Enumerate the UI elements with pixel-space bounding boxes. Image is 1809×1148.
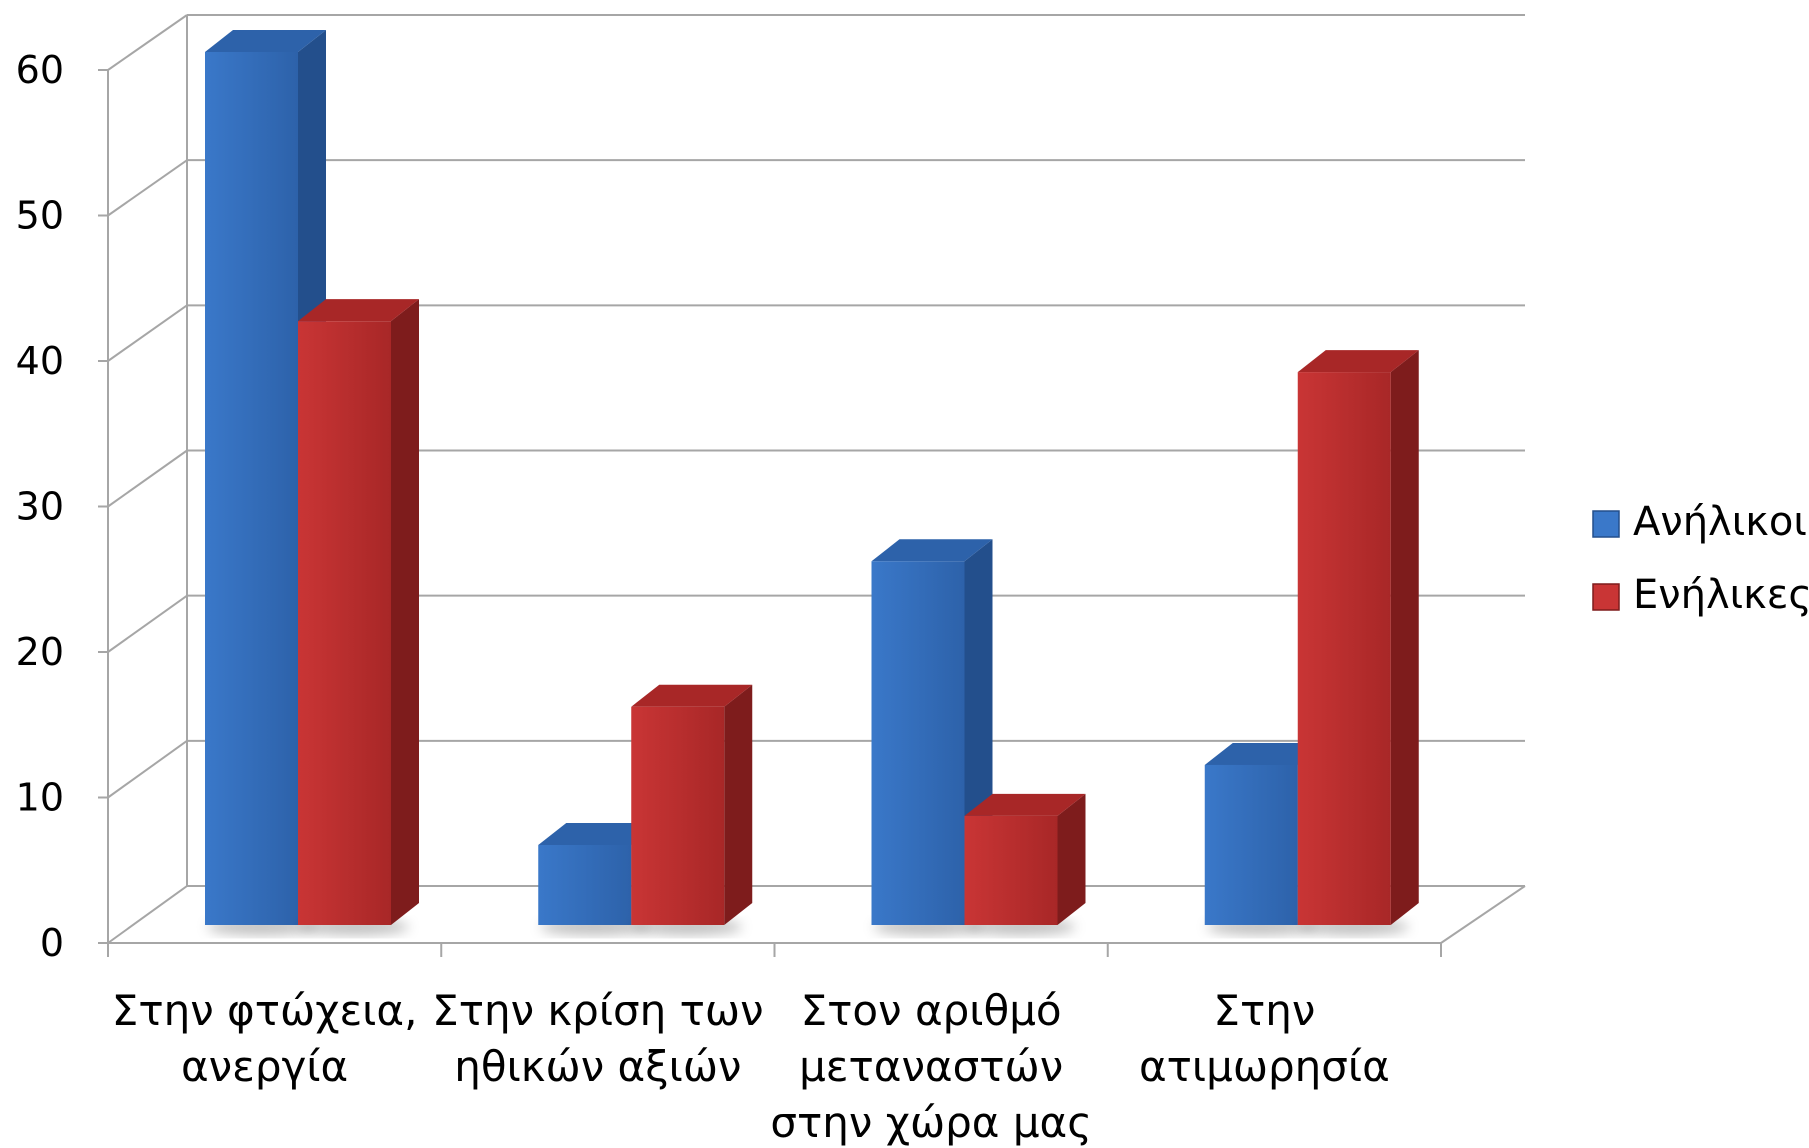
x-category-label: Στην φτώχεια, ανεργία (112, 986, 418, 1091)
floor-edge (1440, 885, 1526, 944)
legend: Ανήλικοι Ενήλικες (1592, 499, 1809, 618)
bar (1297, 350, 1419, 935)
bars (205, 30, 1419, 935)
bar (964, 793, 1086, 935)
legend-label: Ενήλικες (1633, 572, 1809, 618)
bar (631, 684, 753, 935)
y-tick-label: 10 (16, 776, 64, 820)
y-tick-label: 50 (16, 194, 64, 238)
y-tick-label: 40 (16, 339, 64, 383)
x-category-label: Στην κρίση των ηθικών αξιών (432, 986, 763, 1091)
y-tick-label: 0 (40, 921, 64, 965)
bar (298, 299, 419, 935)
y-tick-label: 20 (16, 630, 64, 674)
y-tick-label: 60 (16, 48, 64, 92)
y-axis-tick-labels: 0 10 20 30 40 50 60 (16, 48, 64, 965)
gridline (107, 14, 1525, 71)
y-tick-label: 30 (16, 485, 64, 529)
x-category-label: Στον αριθμό μεταναστών στην χώρα μας (770, 986, 1092, 1147)
legend-swatch (1592, 583, 1620, 611)
legend-entry: Ενήλικες (1592, 572, 1809, 618)
legend-swatch (1592, 510, 1620, 538)
legend-label: Ανήλικοι (1633, 499, 1807, 545)
x-category-label: Στην ατιμωρησία (1139, 986, 1390, 1091)
axes (98, 15, 1526, 957)
gridline (107, 159, 1525, 217)
legend-entry: Ανήλικοι (1592, 499, 1807, 545)
